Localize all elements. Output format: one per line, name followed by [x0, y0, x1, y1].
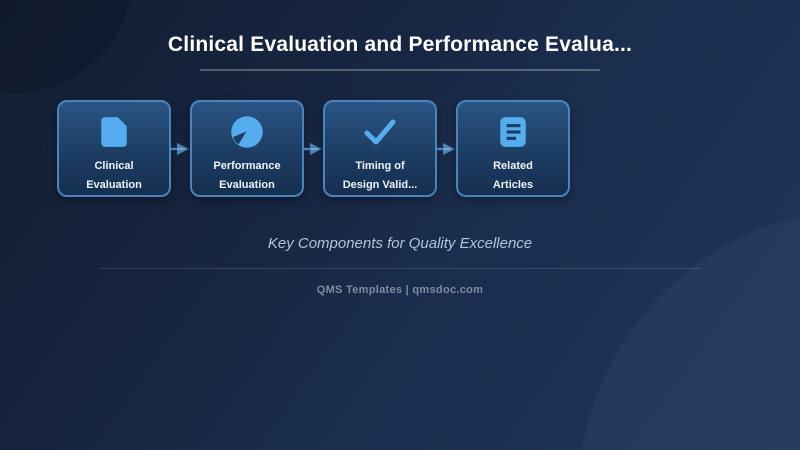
flow-arrow-icon — [437, 100, 456, 197]
slide-subtitle: Key Components for Quality Excellence — [267, 235, 533, 252]
footer-credit: QMS Templates | qmsdoc.com — [316, 284, 484, 296]
articles-icon — [497, 113, 529, 151]
checkmark-icon — [361, 113, 399, 151]
flow-box-label: Related Articles — [492, 159, 534, 191]
flow-box-label: Clinical Evaluation — [86, 159, 142, 191]
flow-arrow-icon — [171, 100, 190, 197]
process-flow: Clinical Evaluation Performance Evaluati… — [57, 100, 570, 197]
flow-box-label: Timing of Design Valid... — [342, 159, 418, 191]
document-icon — [97, 113, 131, 151]
footer-divider — [100, 268, 700, 269]
title-underline — [200, 69, 600, 71]
flow-box-related-articles[interactable]: Related Articles — [456, 100, 570, 197]
page-title: Clinical Evaluation and Performance Eval… — [167, 33, 633, 56]
pie-chart-icon — [229, 113, 265, 151]
flow-box-timing-of-design-validation[interactable]: Timing of Design Valid... — [323, 100, 437, 197]
flow-box-performance-evaluation[interactable]: Performance Evaluation — [190, 100, 304, 197]
flow-arrow-icon — [304, 100, 323, 197]
flow-box-clinical-evaluation[interactable]: Clinical Evaluation — [57, 100, 171, 197]
flow-box-label: Performance Evaluation — [213, 159, 281, 191]
